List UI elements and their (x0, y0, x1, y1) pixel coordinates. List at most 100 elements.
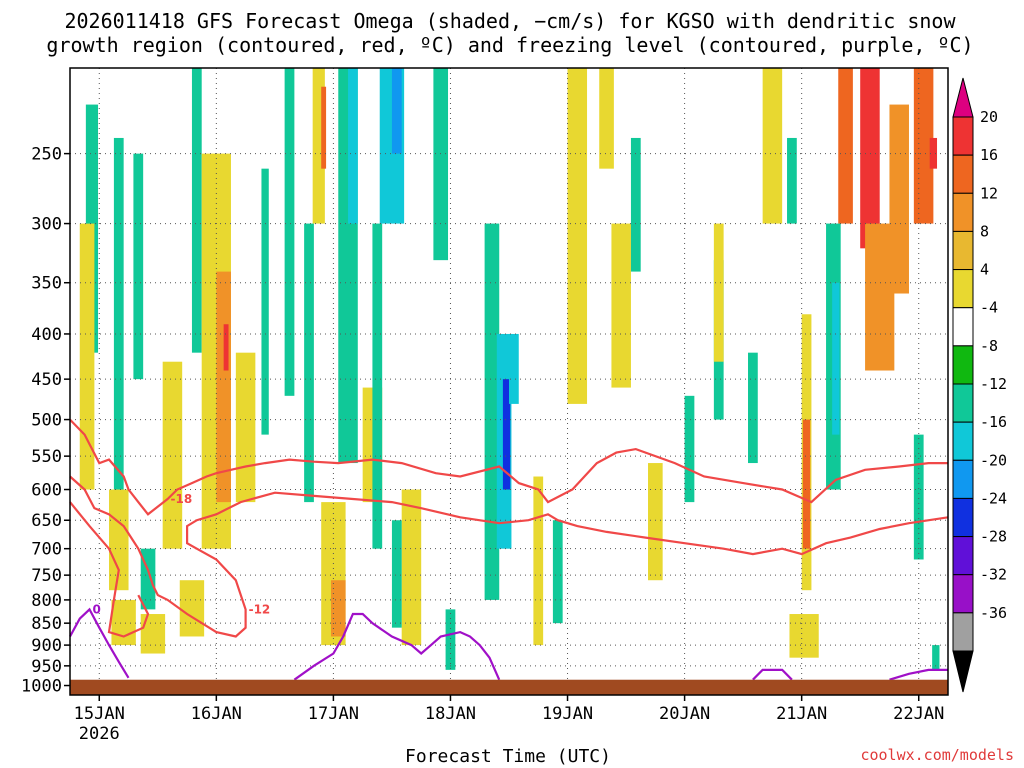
colorbar-segment (952, 192, 974, 232)
plot-frame (69, 67, 949, 696)
y-tick-label: 850 (31, 614, 62, 634)
colorbar-label: 8 (980, 222, 989, 240)
colorbar-segment (952, 421, 974, 461)
y-tick-label: 300 (31, 215, 62, 235)
y-tick-label: 800 (31, 591, 62, 611)
colorbar-segment (952, 269, 974, 309)
y-tick-label: 450 (31, 370, 62, 390)
omega-cell (611, 223, 631, 388)
omega-cell (913, 68, 934, 224)
omega-cell (111, 599, 136, 646)
omega-cell (832, 282, 840, 435)
omega-cell (109, 489, 129, 591)
omega-cell (372, 223, 383, 549)
y-tick-label: 1000 (21, 677, 62, 697)
y-axis: 2503003504004505005506006507007508008509… (21, 145, 70, 697)
omega-cell (684, 395, 695, 503)
chart-title-line-1: 2026011418 GFS Forecast Omega (shaded, −… (64, 9, 956, 33)
omega-cell (113, 137, 124, 490)
omega-cell (391, 520, 402, 628)
x-tick-label: 17JAN (308, 704, 359, 724)
omega-cell (889, 104, 909, 294)
omega-cell (509, 333, 519, 404)
contour-line (69, 607, 130, 679)
omega-cell (235, 352, 256, 503)
colorbar-bottom-triangle (952, 650, 974, 693)
omega-cell (762, 68, 783, 224)
colorbar-label: 12 (980, 184, 998, 202)
colorbar-label: 4 (980, 261, 989, 279)
omega-cell (787, 137, 797, 224)
ground-surface (70, 679, 948, 695)
colorbar-label: -8 (980, 337, 998, 355)
y-tick-label: 650 (31, 511, 62, 531)
credit-text[interactable]: coolwx.com/models (860, 746, 1014, 764)
colorbar-segment (952, 574, 974, 614)
colorbar-top-triangle (952, 77, 974, 118)
chart-title-line-2: growth region (contoured, red, ºC) and f… (46, 33, 973, 57)
omega-cell (433, 68, 449, 261)
contour-line (69, 501, 150, 638)
colorbar-label: -20 (980, 451, 1007, 469)
omega-cell (713, 223, 724, 362)
contour-line (69, 475, 949, 638)
x-tick-label: 15JAN (74, 704, 125, 724)
omega-cell (348, 68, 358, 224)
omega-cell (484, 223, 500, 600)
omega-cell (913, 434, 924, 560)
omega-cell (630, 137, 641, 272)
omega-cell (330, 580, 346, 637)
colorbar-label: -24 (980, 489, 1007, 507)
omega-cell (838, 68, 853, 224)
contour-line (69, 418, 948, 516)
omega-cell (860, 68, 880, 249)
omega-cell (567, 68, 588, 404)
omega-shading (79, 68, 940, 670)
y-tick-label: 550 (31, 447, 62, 467)
colorbar-segment (952, 154, 974, 194)
omega-cell (261, 168, 269, 435)
omega-cell (140, 614, 166, 654)
colorbar-label: -12 (980, 375, 1007, 393)
omega-cell (223, 324, 229, 371)
colorbar-segment (952, 230, 974, 271)
omega-cell (216, 271, 231, 503)
contour-label: 0 (93, 602, 101, 616)
y-tick-label: 400 (31, 325, 62, 345)
x-tick-label: 21JAN (776, 704, 827, 724)
x-axis-title: Forecast Time (UTC) (405, 746, 611, 767)
y-tick-label: 900 (31, 636, 62, 656)
omega-cell (304, 223, 314, 503)
omega-cell (133, 153, 144, 380)
omega-cell (321, 86, 327, 169)
colorbar-segment (952, 612, 974, 652)
contours: -18 -12 0 (69, 418, 949, 681)
omega-cell (802, 419, 811, 549)
colorbar-segment (952, 307, 974, 347)
omega-cell (284, 68, 295, 396)
omega-cell (929, 137, 938, 169)
colorbar-label: -28 (980, 528, 1007, 546)
colorbar-label: -36 (980, 604, 1007, 622)
y-tick-label: 250 (31, 145, 62, 165)
omega-cell (502, 379, 511, 490)
omega-cell (932, 645, 940, 670)
colorbar-label: 20 (980, 108, 998, 126)
colorbar-label: -16 (980, 413, 1007, 431)
y-tick-label: 350 (31, 274, 62, 294)
omega-cell (391, 68, 402, 154)
omega-cell (445, 609, 456, 670)
colorbar: 20 16 12 8 4 -4 -8 -12 -16 -20 -24 -28 -32 -36 (952, 77, 1007, 693)
colorbar-segment (952, 497, 974, 538)
omega-cell (599, 68, 614, 169)
colorbar-label: -32 (980, 566, 1007, 584)
omega-cell (162, 361, 183, 549)
colorbar-label: 16 (980, 146, 998, 164)
colorbar-segment (952, 536, 974, 576)
contour-line (752, 668, 793, 681)
y-tick-label: 500 (31, 411, 62, 431)
omega-cell (401, 489, 422, 646)
x-tick-label: 20JAN (659, 704, 710, 724)
y-tick-label: 600 (31, 481, 62, 501)
